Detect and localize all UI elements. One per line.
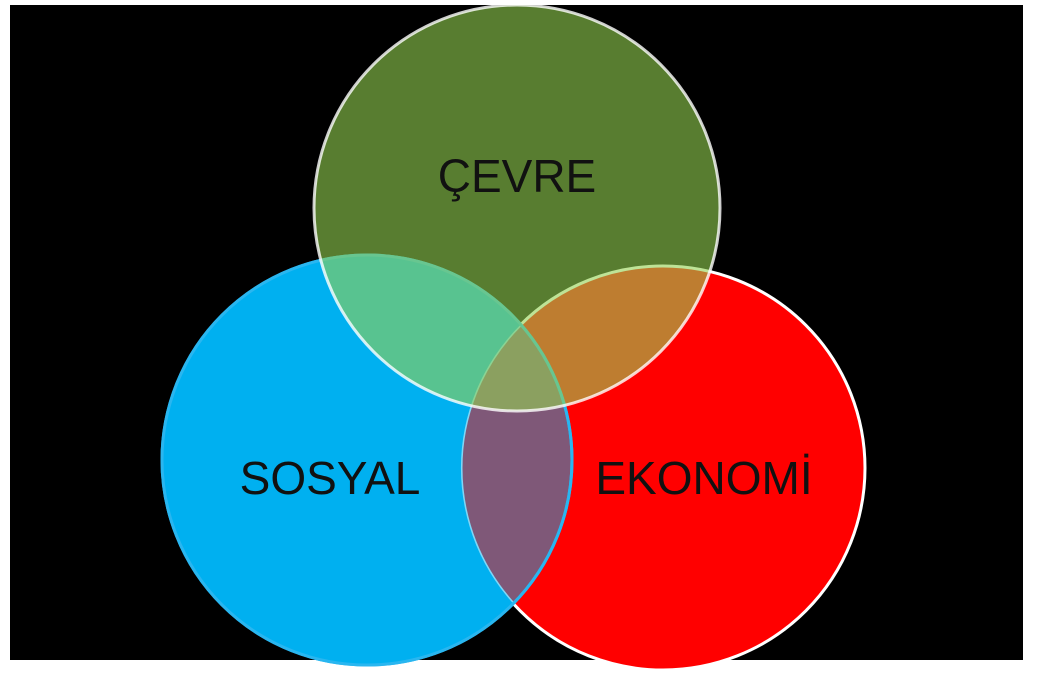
environment-circle <box>312 3 722 413</box>
environment-label: ÇEVRE <box>438 150 596 202</box>
economy-label: EKONOMİ <box>595 452 812 504</box>
social-label: SOSYAL <box>240 452 421 504</box>
